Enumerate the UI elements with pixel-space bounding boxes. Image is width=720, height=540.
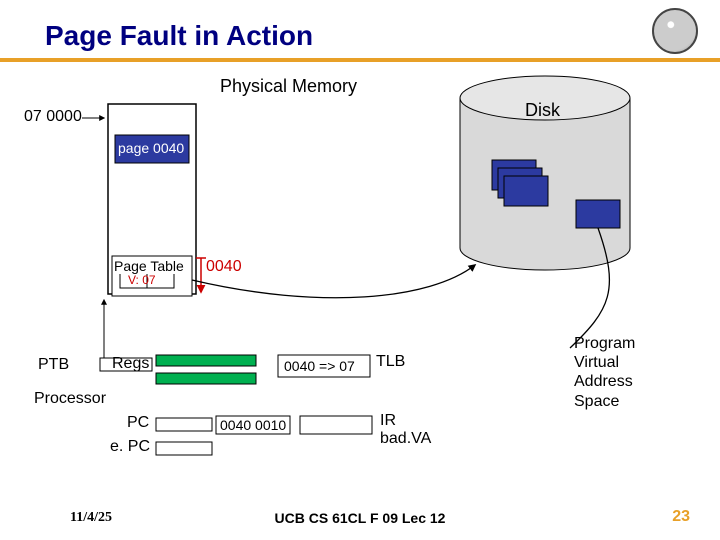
pc-rect [156, 418, 212, 431]
tlb-val-label: 0040 => 07 [284, 358, 355, 374]
pt-entry-label: V: 07 [128, 273, 156, 287]
ir-label: IR [380, 412, 396, 430]
badva-label: bad.VA [380, 430, 431, 448]
footer-course: UCB CS 61CL F 09 Lec 12 [0, 510, 720, 526]
epc-label: e. PC [110, 438, 150, 456]
disk-page-single [576, 200, 620, 228]
prog-vas-label: Program Virtual Address Space [574, 334, 635, 411]
pc-val-label: 0040 0010 [220, 417, 286, 433]
processor-label: Processor [34, 390, 106, 408]
ptb-label: PTB [38, 356, 69, 374]
page-0040-label: page 0040 [118, 140, 184, 156]
reg-bar [156, 355, 256, 366]
regs-label: Regs [112, 355, 149, 373]
addr-07-label: 07 0000 [24, 108, 82, 126]
disk-label: Disk [525, 100, 560, 121]
diagram-svg [0, 0, 720, 540]
reg-bar [156, 373, 256, 384]
tlb-label: TLB [376, 353, 405, 371]
pt-side-label: 0040 [206, 258, 242, 276]
footer-page-num: 23 [672, 508, 690, 526]
phys-mem-label: Physical Memory [220, 76, 357, 97]
disk-page [504, 176, 548, 206]
ir-rect [300, 416, 372, 434]
pc-label: PC [127, 414, 149, 432]
epc-rect [156, 442, 212, 455]
page-table-label: Page Table [114, 258, 184, 274]
